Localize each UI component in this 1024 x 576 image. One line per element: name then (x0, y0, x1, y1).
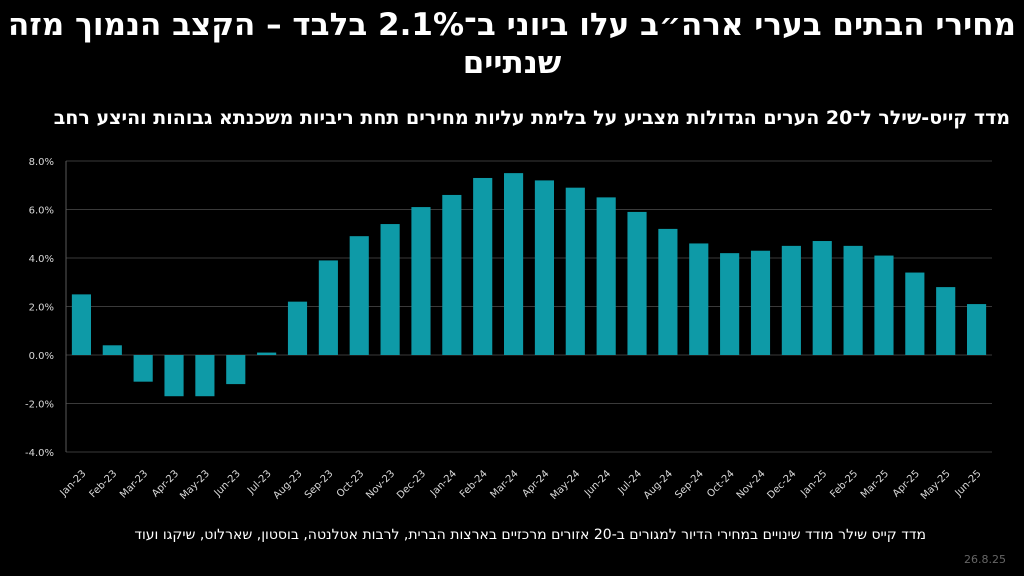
bar (226, 355, 246, 385)
y-tick-label: 6.0% (29, 206, 54, 217)
bar (627, 211, 647, 355)
footnote: מדד קייס שילר מודד שינויים במחירי הדיור … (134, 527, 926, 543)
bar (720, 253, 740, 355)
bar (966, 304, 987, 355)
x-tick-label: Jun-24 (582, 468, 613, 499)
chart-subtitle: מדד קייס-שילר ל־20 הערים הגדולות מצביע ע… (53, 107, 1010, 129)
chart-title: מחירי הבתים בערי ארה״ב עלו ביוני ב־2.1% … (8, 7, 1016, 81)
x-tick-label: Jan-25 (798, 468, 829, 499)
bar (565, 187, 585, 355)
bar (936, 287, 956, 355)
x-tick-label: Feb-23 (88, 468, 120, 500)
bar (442, 194, 462, 355)
x-tick-label: Apr-24 (520, 468, 551, 499)
x-tick-label: Sep-24 (673, 468, 706, 501)
x-tick-label: May-24 (549, 468, 583, 502)
bar (905, 272, 925, 355)
bar (164, 355, 184, 397)
x-tick-label: Mar-25 (859, 468, 891, 500)
bar (195, 355, 215, 397)
x-tick-label: Oct-24 (705, 468, 737, 500)
bar (503, 173, 524, 355)
y-tick-label: -2.0% (25, 400, 54, 411)
x-tick-label: Sep-23 (303, 468, 336, 501)
bar (473, 177, 493, 355)
x-tick-label: Dec-23 (395, 468, 428, 501)
publish-date: 26.8.25 (964, 553, 1006, 566)
bar (781, 245, 801, 355)
x-tick-label: Jul-23 (245, 468, 274, 497)
x-tick-label: Jan-23 (58, 468, 89, 499)
x-tick-label: Jun-25 (953, 468, 984, 499)
bar (658, 228, 678, 355)
x-tick-label: May-23 (178, 468, 212, 502)
bar (534, 180, 555, 355)
bar (750, 250, 771, 355)
x-tick-label: Oct-23 (335, 468, 367, 500)
y-tick-label: 0.0% (29, 351, 54, 362)
bar (596, 197, 616, 355)
bar (812, 241, 832, 355)
bar (843, 245, 863, 355)
bar (689, 243, 709, 355)
x-tick-label: Feb-25 (828, 468, 860, 500)
x-tick-label: May-25 (919, 468, 953, 502)
x-tick-label: Jun-23 (212, 468, 243, 499)
x-tick-label: Aug-24 (642, 468, 675, 501)
x-tick-label: Dec-24 (765, 468, 798, 501)
bar (133, 355, 153, 382)
x-tick-label: Jan-24 (428, 468, 459, 499)
y-tick-label: 4.0% (29, 254, 54, 265)
bar (71, 294, 92, 355)
bar (318, 260, 338, 355)
bar (874, 255, 894, 355)
x-tick-label: Mar-23 (118, 468, 150, 500)
bar (411, 207, 431, 355)
x-tick-label: Nov-24 (735, 468, 768, 501)
bar (257, 352, 277, 355)
y-tick-label: -4.0% (25, 448, 54, 459)
bar-chart: -4.0%-2.0%0.0%2.0%4.0%6.0%8.0%Jan-23 Feb-… (25, 157, 992, 502)
x-tick-label: Nov-23 (364, 468, 397, 501)
bar (380, 224, 400, 355)
x-tick-label: Aug-23 (271, 468, 304, 501)
x-tick-label: Apr-23 (150, 468, 181, 499)
y-tick-label: 2.0% (29, 303, 54, 314)
bar (102, 345, 122, 355)
x-tick-label: Jul-24 (616, 468, 645, 497)
bar (287, 301, 308, 355)
x-tick-label: Apr-25 (891, 468, 922, 499)
x-tick-label: Feb-24 (458, 468, 490, 500)
y-tick-label: 8.0% (29, 157, 54, 168)
bar (349, 236, 369, 355)
x-tick-label: Mar-24 (488, 468, 520, 500)
